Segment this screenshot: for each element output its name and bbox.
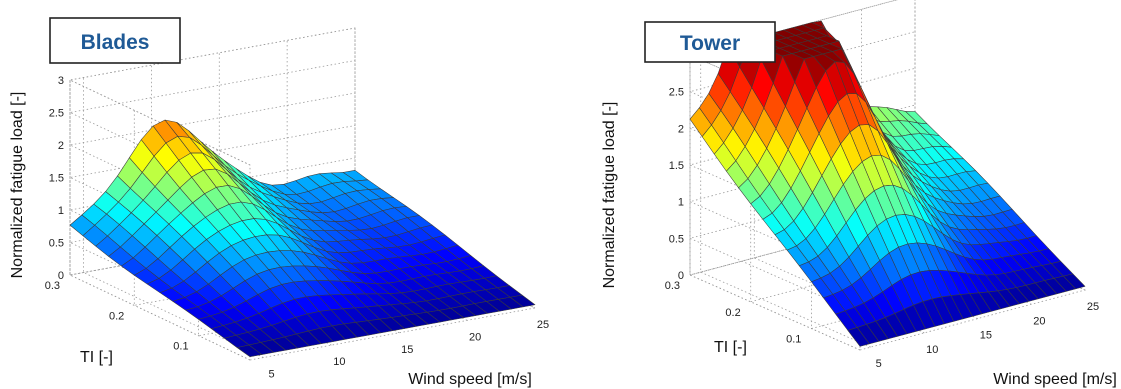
- floor-edge: [249, 222, 537, 361]
- x-tick-label: 10: [926, 344, 938, 356]
- x-gridline: [286, 40, 468, 321]
- z-tick-label: 1: [58, 205, 64, 217]
- z-tick-label: 1: [678, 197, 684, 209]
- z-tick-label: 2: [58, 140, 64, 152]
- z-gridline: [688, 0, 898, 131]
- z-tick-label: 2.5: [669, 87, 684, 99]
- surface-mesh: [69, 119, 536, 358]
- z-axis-title: Normalized fatigue load [-]: [601, 102, 618, 289]
- z-tick-label: 1.5: [669, 160, 684, 172]
- chart-title-box: [49, 17, 181, 64]
- surface-panel-blades: 0 0.5 1 1.5 2 2.5 3 5 10 15 20 25 0.1 0.2 0.3 Normalize…: [9, 17, 549, 388]
- y-tick-label: 0.3: [45, 280, 60, 292]
- y-tick-label: 0.3: [665, 280, 680, 292]
- x-tick-label: 5: [876, 358, 882, 370]
- x-tick-label: 5: [269, 369, 275, 381]
- z-gridline: [68, 60, 356, 198]
- z-gridline: [68, 125, 356, 263]
- y-axis-title: TI [-]: [714, 339, 747, 356]
- x-tick-label: 15: [401, 344, 413, 356]
- y-tick-label: 0.1: [786, 334, 801, 346]
- z-tick-label: 2: [678, 123, 684, 135]
- surface-panel-tower: 00.511.522.535101520250.10.20.3Normalize…: [601, 0, 1117, 388]
- x-gridline: [218, 52, 400, 334]
- surface-cell: [509, 294, 536, 308]
- z-tick-label: 3: [58, 75, 64, 87]
- x-gridline: [354, 28, 536, 309]
- x-tick-label: 25: [1087, 301, 1099, 313]
- z-tick-label: 0.5: [669, 233, 684, 245]
- y-axis-title: TI [-]: [80, 349, 113, 366]
- chart-title: Tower: [680, 32, 740, 55]
- x-gridline: [914, 0, 1086, 291]
- z-axis-title: Normalized fatigue load [-]: [9, 92, 26, 279]
- x-tick-label: 25: [537, 319, 549, 331]
- surface-mesh: [689, 20, 1086, 347]
- tick-labels: 0 0.5 1 1.5 2 2.5 3 5 10 15 20 25 0.1 0.2 0.3: [45, 75, 549, 381]
- x-tick-label: 20: [469, 331, 481, 343]
- z-gridline: [68, 92, 356, 231]
- x-gridline: [83, 77, 264, 358]
- y-tick-label: 0.2: [725, 307, 740, 319]
- z-tick-label: 1.5: [49, 173, 64, 185]
- z-tick-label: 0.5: [49, 238, 64, 250]
- z-tick-label: 2.5: [49, 108, 64, 120]
- y-tick-label: 0.1: [173, 341, 188, 353]
- y-tick-label: 0.2: [109, 310, 124, 322]
- z-tick-label: 0: [678, 270, 684, 282]
- x-axis-title: Wind speed [m/s]: [993, 371, 1117, 388]
- z-tick-label: 0: [58, 270, 64, 282]
- x-gridline: [861, 9, 1032, 305]
- surface-cell: [1063, 273, 1086, 290]
- z-gridline: [68, 157, 356, 296]
- x-tick-label: 15: [980, 330, 992, 342]
- chart-title-box: [644, 21, 776, 63]
- y-gridline: [689, 55, 916, 276]
- z-gridline: [68, 27, 356, 166]
- x-tick-label: 10: [333, 356, 345, 368]
- x-tick-label: 20: [1033, 315, 1045, 327]
- x-axis-title: Wind speed [m/s]: [408, 371, 532, 388]
- chart-title: Blades: [81, 31, 150, 54]
